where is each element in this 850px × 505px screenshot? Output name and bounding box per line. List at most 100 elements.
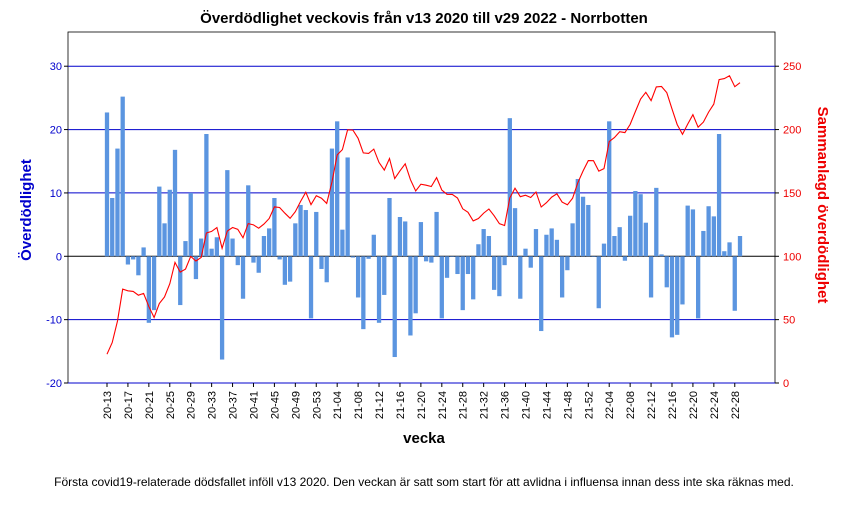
x-tick-label: 20-45 <box>269 391 281 419</box>
bar <box>366 256 371 259</box>
x-tick-label: 20-37 <box>228 391 240 419</box>
bar <box>586 204 591 257</box>
bar <box>664 256 669 288</box>
x-tick-label: 22-16 <box>667 391 679 419</box>
bar <box>685 205 690 257</box>
bar <box>104 112 110 257</box>
bar <box>423 256 429 262</box>
bar <box>533 229 539 257</box>
y2-tick-label: 50 <box>783 315 795 327</box>
bar <box>502 256 507 266</box>
bar <box>648 256 654 298</box>
y-tick-label: 10 <box>50 188 62 200</box>
bar <box>392 256 397 358</box>
bar <box>539 256 544 332</box>
bar <box>193 256 199 280</box>
bar <box>444 256 450 278</box>
bar <box>324 256 329 283</box>
bar <box>256 256 261 273</box>
y-tick-label: 0 <box>56 251 62 263</box>
x-tick-label: 21-24 <box>437 391 449 419</box>
bar <box>167 189 172 257</box>
bar <box>235 256 240 266</box>
bar <box>120 96 125 257</box>
bar <box>711 216 716 257</box>
bar <box>680 256 685 305</box>
bar <box>303 210 308 257</box>
bar <box>329 148 335 257</box>
bar <box>335 121 340 257</box>
bar <box>701 230 706 257</box>
x-tick-label: 20-49 <box>290 391 302 419</box>
bar <box>277 256 282 260</box>
x-tick-label: 22-12 <box>646 391 658 419</box>
bar <box>727 242 732 257</box>
bar <box>570 223 575 257</box>
y-tick-label: 20 <box>50 125 62 137</box>
bar <box>408 256 413 336</box>
bar <box>183 241 188 257</box>
bar <box>523 248 528 257</box>
y2-axis-label: Sammanlagd överdödlighet <box>814 107 831 304</box>
bar <box>188 192 193 257</box>
bar <box>413 256 418 314</box>
y2-tick-label: 250 <box>783 61 801 73</box>
x-tick-label: 21-16 <box>395 391 407 419</box>
x-tick-label: 20-17 <box>123 391 135 419</box>
bar <box>162 223 167 257</box>
x-tick-label: 21-32 <box>479 391 491 419</box>
x-tick-label: 20-53 <box>311 391 323 419</box>
bar <box>382 256 387 295</box>
bar <box>387 197 392 257</box>
x-tick-label: 21-44 <box>541 391 553 419</box>
chart-title: Överdödlighet veckovis från v13 2020 til… <box>200 10 648 27</box>
x-tick-label: 22-08 <box>625 391 637 419</box>
y-tick-label: -20 <box>46 378 62 390</box>
bar <box>737 236 743 257</box>
bar <box>471 256 476 300</box>
line <box>106 75 741 355</box>
x-tick-label: 20-21 <box>144 391 156 419</box>
x-tick-label: 21-48 <box>562 391 574 419</box>
bar <box>214 237 220 257</box>
bar <box>607 121 612 257</box>
x-tick-label: 22-04 <box>604 391 616 419</box>
x-tick-label: 20-41 <box>248 391 260 419</box>
bar <box>690 209 696 257</box>
bar <box>272 197 277 257</box>
bar <box>361 256 366 330</box>
x-tick-label: 20-29 <box>186 391 198 419</box>
bar <box>371 234 376 257</box>
bar <box>172 149 178 257</box>
bar <box>518 256 523 299</box>
bar <box>293 223 298 257</box>
bar <box>261 236 267 257</box>
bar <box>345 157 350 257</box>
bar <box>465 256 471 275</box>
bar <box>544 234 549 257</box>
bar <box>157 186 162 257</box>
bar <box>136 256 141 276</box>
bar <box>151 256 157 311</box>
bar <box>439 256 444 319</box>
bar <box>267 228 272 257</box>
bar <box>314 211 319 257</box>
bar <box>601 243 607 257</box>
bar <box>355 256 361 298</box>
bar <box>696 256 701 319</box>
bar <box>675 256 680 335</box>
bar <box>622 256 628 261</box>
bar <box>633 191 638 257</box>
bar <box>429 256 434 263</box>
bar <box>659 254 664 257</box>
bar <box>497 256 502 297</box>
bar <box>246 185 251 257</box>
y2-tick-label: 150 <box>783 188 801 200</box>
bar <box>287 256 293 282</box>
x-tick-label: 21-28 <box>458 391 470 419</box>
bar <box>141 247 146 257</box>
bar <box>125 256 131 265</box>
x-tick-label: 21-04 <box>332 391 344 419</box>
bar <box>251 256 256 263</box>
